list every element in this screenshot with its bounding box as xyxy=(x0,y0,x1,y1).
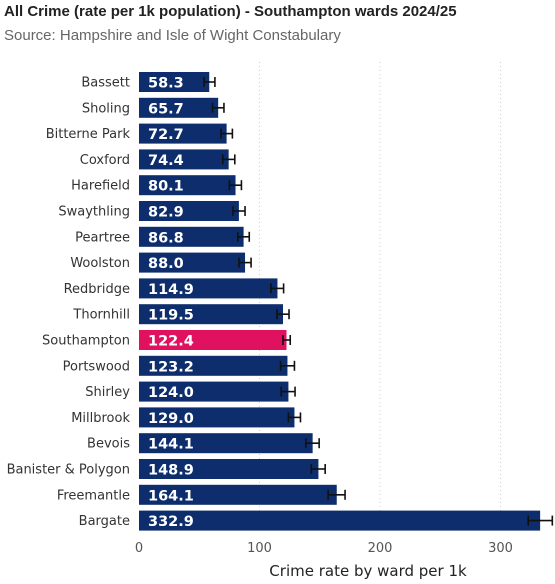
chart-title: All Crime (rate per 1k population) - Sou… xyxy=(4,3,457,20)
bar xyxy=(139,433,313,454)
bar xyxy=(139,252,246,273)
bar xyxy=(139,381,289,402)
category-label: Redbridge xyxy=(64,282,130,297)
category-label: Thornhill xyxy=(72,308,130,323)
bar xyxy=(139,304,283,325)
category-label: Harefield xyxy=(71,179,130,194)
category-label: Southampton xyxy=(42,334,130,349)
bar xyxy=(139,226,244,247)
value-label: 74.4 xyxy=(148,153,184,169)
category-label: Swaythling xyxy=(58,205,130,220)
bar xyxy=(139,201,239,221)
bar xyxy=(139,278,278,299)
value-label: 114.9 xyxy=(148,282,194,298)
value-label: 332.9 xyxy=(148,514,194,530)
value-label: 164.1 xyxy=(148,488,194,504)
category-label: Bitterne Park xyxy=(46,127,131,142)
category-label: Millbrook xyxy=(71,411,130,426)
x-tick-label: 0 xyxy=(135,541,143,556)
value-label: 58.3 xyxy=(148,76,184,92)
category-label: Peartree xyxy=(75,230,130,245)
value-label: 86.8 xyxy=(148,230,184,246)
bar xyxy=(139,330,287,350)
bar xyxy=(139,97,219,118)
value-label: 148.9 xyxy=(148,463,194,479)
value-label: 119.5 xyxy=(148,308,194,324)
value-label: 144.1 xyxy=(148,437,194,453)
bar xyxy=(139,355,288,376)
bar xyxy=(139,123,227,144)
bar xyxy=(139,459,319,479)
category-label: Shirley xyxy=(85,385,130,400)
x-axis-title: Crime rate by ward per 1k xyxy=(269,562,467,580)
value-label: 123.2 xyxy=(148,359,194,375)
bar xyxy=(139,407,295,428)
value-label: 122.4 xyxy=(148,334,194,350)
category-label: Bassett xyxy=(81,76,130,91)
bar xyxy=(139,510,541,531)
category-label: Freemantle xyxy=(57,488,130,503)
category-label: Bevois xyxy=(87,437,130,452)
category-label: Bargate xyxy=(79,514,130,529)
value-label: 88.0 xyxy=(148,256,184,272)
value-label: 124.0 xyxy=(148,385,194,401)
x-tick-label: 100 xyxy=(247,541,272,556)
value-label: 72.7 xyxy=(148,127,184,143)
value-label: 129.0 xyxy=(148,411,194,427)
bar xyxy=(139,149,229,170)
bar xyxy=(139,72,210,92)
category-label: Sholing xyxy=(82,101,130,116)
value-label: 82.9 xyxy=(148,205,184,221)
category-label: Portswood xyxy=(63,359,130,374)
x-tick-label: 200 xyxy=(368,541,393,556)
category-label: Woolston xyxy=(70,256,130,271)
bar xyxy=(139,175,236,196)
chart-subtitle: Source: Hampshire and Isle of Wight Cons… xyxy=(4,27,341,44)
category-label: Banister & Polygon xyxy=(7,463,130,478)
bar xyxy=(139,484,337,505)
x-tick-label: 300 xyxy=(488,541,513,556)
value-label: 80.1 xyxy=(148,179,184,195)
category-label: Coxford xyxy=(80,153,130,168)
value-label: 65.7 xyxy=(148,101,184,117)
